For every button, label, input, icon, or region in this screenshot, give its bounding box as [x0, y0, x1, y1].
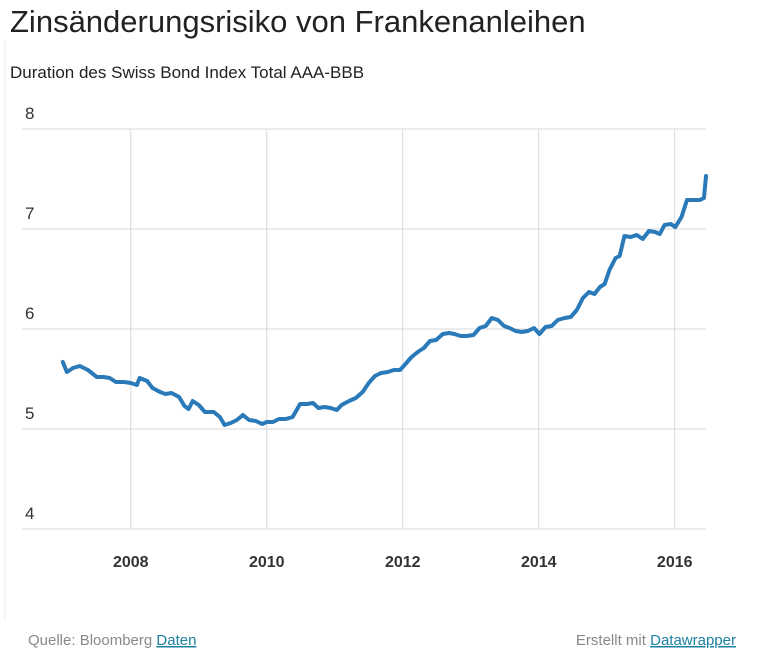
y-tick-label: 8 — [25, 104, 34, 123]
x-tick-label: 2016 — [657, 554, 693, 571]
source-text: Quelle: Bloomberg — [28, 632, 152, 649]
y-tick-label: 5 — [25, 404, 34, 423]
source: Quelle: Bloomberg Daten — [28, 632, 196, 649]
x-tick-label: 2014 — [521, 554, 557, 571]
source-link[interactable]: Daten — [156, 632, 196, 649]
chart-title: Zinsänderungsrisiko von Frankenanleihen — [10, 4, 586, 39]
credit-link[interactable]: Datawrapper — [650, 632, 736, 649]
y-tick-label: 7 — [25, 204, 34, 223]
data-line — [60, 174, 708, 427]
credit: Erstellt mit Datawrapper — [576, 632, 736, 649]
chart-subtitle: Duration des Swiss Bond Index Total AAA-… — [10, 63, 364, 82]
y-tick-label: 4 — [25, 504, 34, 523]
y-tick-label: 6 — [25, 304, 34, 323]
credit-text: Erstellt mit — [576, 632, 647, 649]
x-tick-label: 2008 — [113, 554, 149, 571]
x-tick-label: 2012 — [385, 554, 421, 571]
x-tick-label: 2010 — [249, 554, 285, 571]
